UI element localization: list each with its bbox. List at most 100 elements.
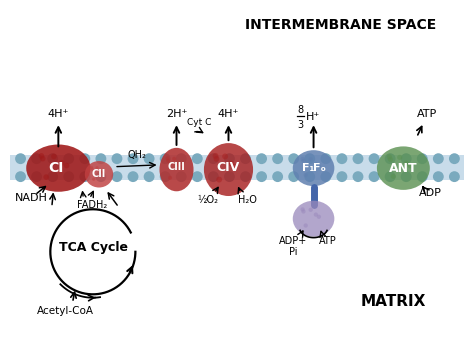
Circle shape: [337, 171, 347, 182]
Circle shape: [176, 171, 187, 182]
Circle shape: [47, 153, 58, 164]
Circle shape: [309, 208, 313, 212]
Circle shape: [304, 171, 315, 182]
Circle shape: [31, 153, 42, 164]
Circle shape: [214, 156, 219, 162]
Circle shape: [417, 153, 428, 164]
Ellipse shape: [159, 148, 193, 191]
Text: NADH: NADH: [15, 193, 48, 203]
Circle shape: [449, 153, 460, 164]
Circle shape: [38, 153, 44, 159]
Circle shape: [369, 153, 380, 164]
Circle shape: [224, 171, 235, 182]
Circle shape: [256, 153, 267, 164]
Circle shape: [101, 171, 104, 175]
Circle shape: [15, 153, 26, 164]
Circle shape: [64, 171, 74, 182]
Text: ATP: ATP: [417, 109, 437, 119]
Text: 2H⁺: 2H⁺: [166, 108, 187, 119]
Circle shape: [176, 153, 187, 164]
Circle shape: [385, 153, 396, 164]
Circle shape: [385, 171, 396, 182]
Circle shape: [128, 171, 138, 182]
Circle shape: [212, 153, 219, 159]
Circle shape: [317, 214, 321, 219]
Circle shape: [301, 159, 306, 163]
Text: ADP: ADP: [419, 188, 442, 198]
Circle shape: [79, 153, 90, 164]
Circle shape: [288, 153, 299, 164]
Circle shape: [401, 171, 411, 182]
Circle shape: [95, 171, 106, 182]
Circle shape: [232, 164, 238, 169]
Text: ½O₂: ½O₂: [197, 195, 218, 205]
Circle shape: [388, 157, 393, 162]
Circle shape: [160, 153, 171, 164]
Circle shape: [272, 171, 283, 182]
Circle shape: [369, 171, 380, 182]
Circle shape: [179, 165, 183, 169]
Circle shape: [449, 171, 460, 182]
Text: MATRIX: MATRIX: [360, 294, 426, 309]
Circle shape: [240, 171, 251, 182]
Circle shape: [168, 176, 172, 180]
Text: CI: CI: [48, 161, 64, 175]
Ellipse shape: [26, 145, 91, 192]
Circle shape: [95, 166, 99, 169]
Text: 4H⁺: 4H⁺: [218, 108, 239, 119]
Ellipse shape: [293, 150, 334, 186]
Text: 8: 8: [297, 105, 303, 115]
Circle shape: [301, 207, 305, 211]
Circle shape: [192, 171, 203, 182]
Circle shape: [320, 171, 331, 182]
Circle shape: [272, 153, 283, 164]
Circle shape: [303, 173, 308, 177]
Text: FADH₂: FADH₂: [77, 199, 108, 209]
Circle shape: [165, 156, 170, 160]
Ellipse shape: [85, 161, 113, 188]
Circle shape: [417, 171, 428, 182]
Circle shape: [401, 153, 411, 164]
Circle shape: [304, 153, 315, 164]
Text: CIV: CIV: [217, 161, 240, 174]
Circle shape: [353, 153, 364, 164]
Text: Fₒ: Fₒ: [313, 163, 326, 173]
Circle shape: [303, 223, 308, 228]
Circle shape: [391, 174, 396, 179]
Circle shape: [43, 174, 49, 180]
Circle shape: [92, 178, 95, 181]
Circle shape: [59, 160, 65, 166]
Circle shape: [47, 171, 58, 182]
Circle shape: [95, 153, 106, 164]
Circle shape: [192, 153, 203, 164]
Circle shape: [51, 153, 57, 159]
Circle shape: [314, 212, 318, 217]
Circle shape: [240, 153, 251, 164]
Ellipse shape: [377, 146, 430, 190]
Circle shape: [433, 171, 444, 182]
Text: ANT: ANT: [389, 162, 418, 175]
Ellipse shape: [204, 143, 253, 196]
Circle shape: [15, 171, 26, 182]
Circle shape: [176, 163, 181, 167]
Circle shape: [111, 171, 122, 182]
Circle shape: [208, 153, 219, 164]
Circle shape: [320, 153, 331, 164]
Circle shape: [91, 167, 94, 170]
Circle shape: [301, 157, 305, 161]
Circle shape: [64, 153, 74, 164]
Text: 4H⁺: 4H⁺: [48, 108, 69, 119]
Circle shape: [433, 153, 444, 164]
Text: INTERMEMBRANE SPACE: INTERMEMBRANE SPACE: [246, 18, 437, 32]
Circle shape: [172, 157, 176, 161]
Circle shape: [256, 171, 267, 182]
Circle shape: [337, 153, 347, 164]
Circle shape: [166, 159, 170, 163]
Circle shape: [387, 154, 392, 160]
Circle shape: [224, 153, 235, 164]
Text: Acetyl-CoA: Acetyl-CoA: [37, 306, 94, 316]
Circle shape: [397, 155, 402, 160]
Circle shape: [40, 156, 46, 161]
Text: ATP: ATP: [319, 236, 337, 246]
Circle shape: [288, 171, 299, 182]
